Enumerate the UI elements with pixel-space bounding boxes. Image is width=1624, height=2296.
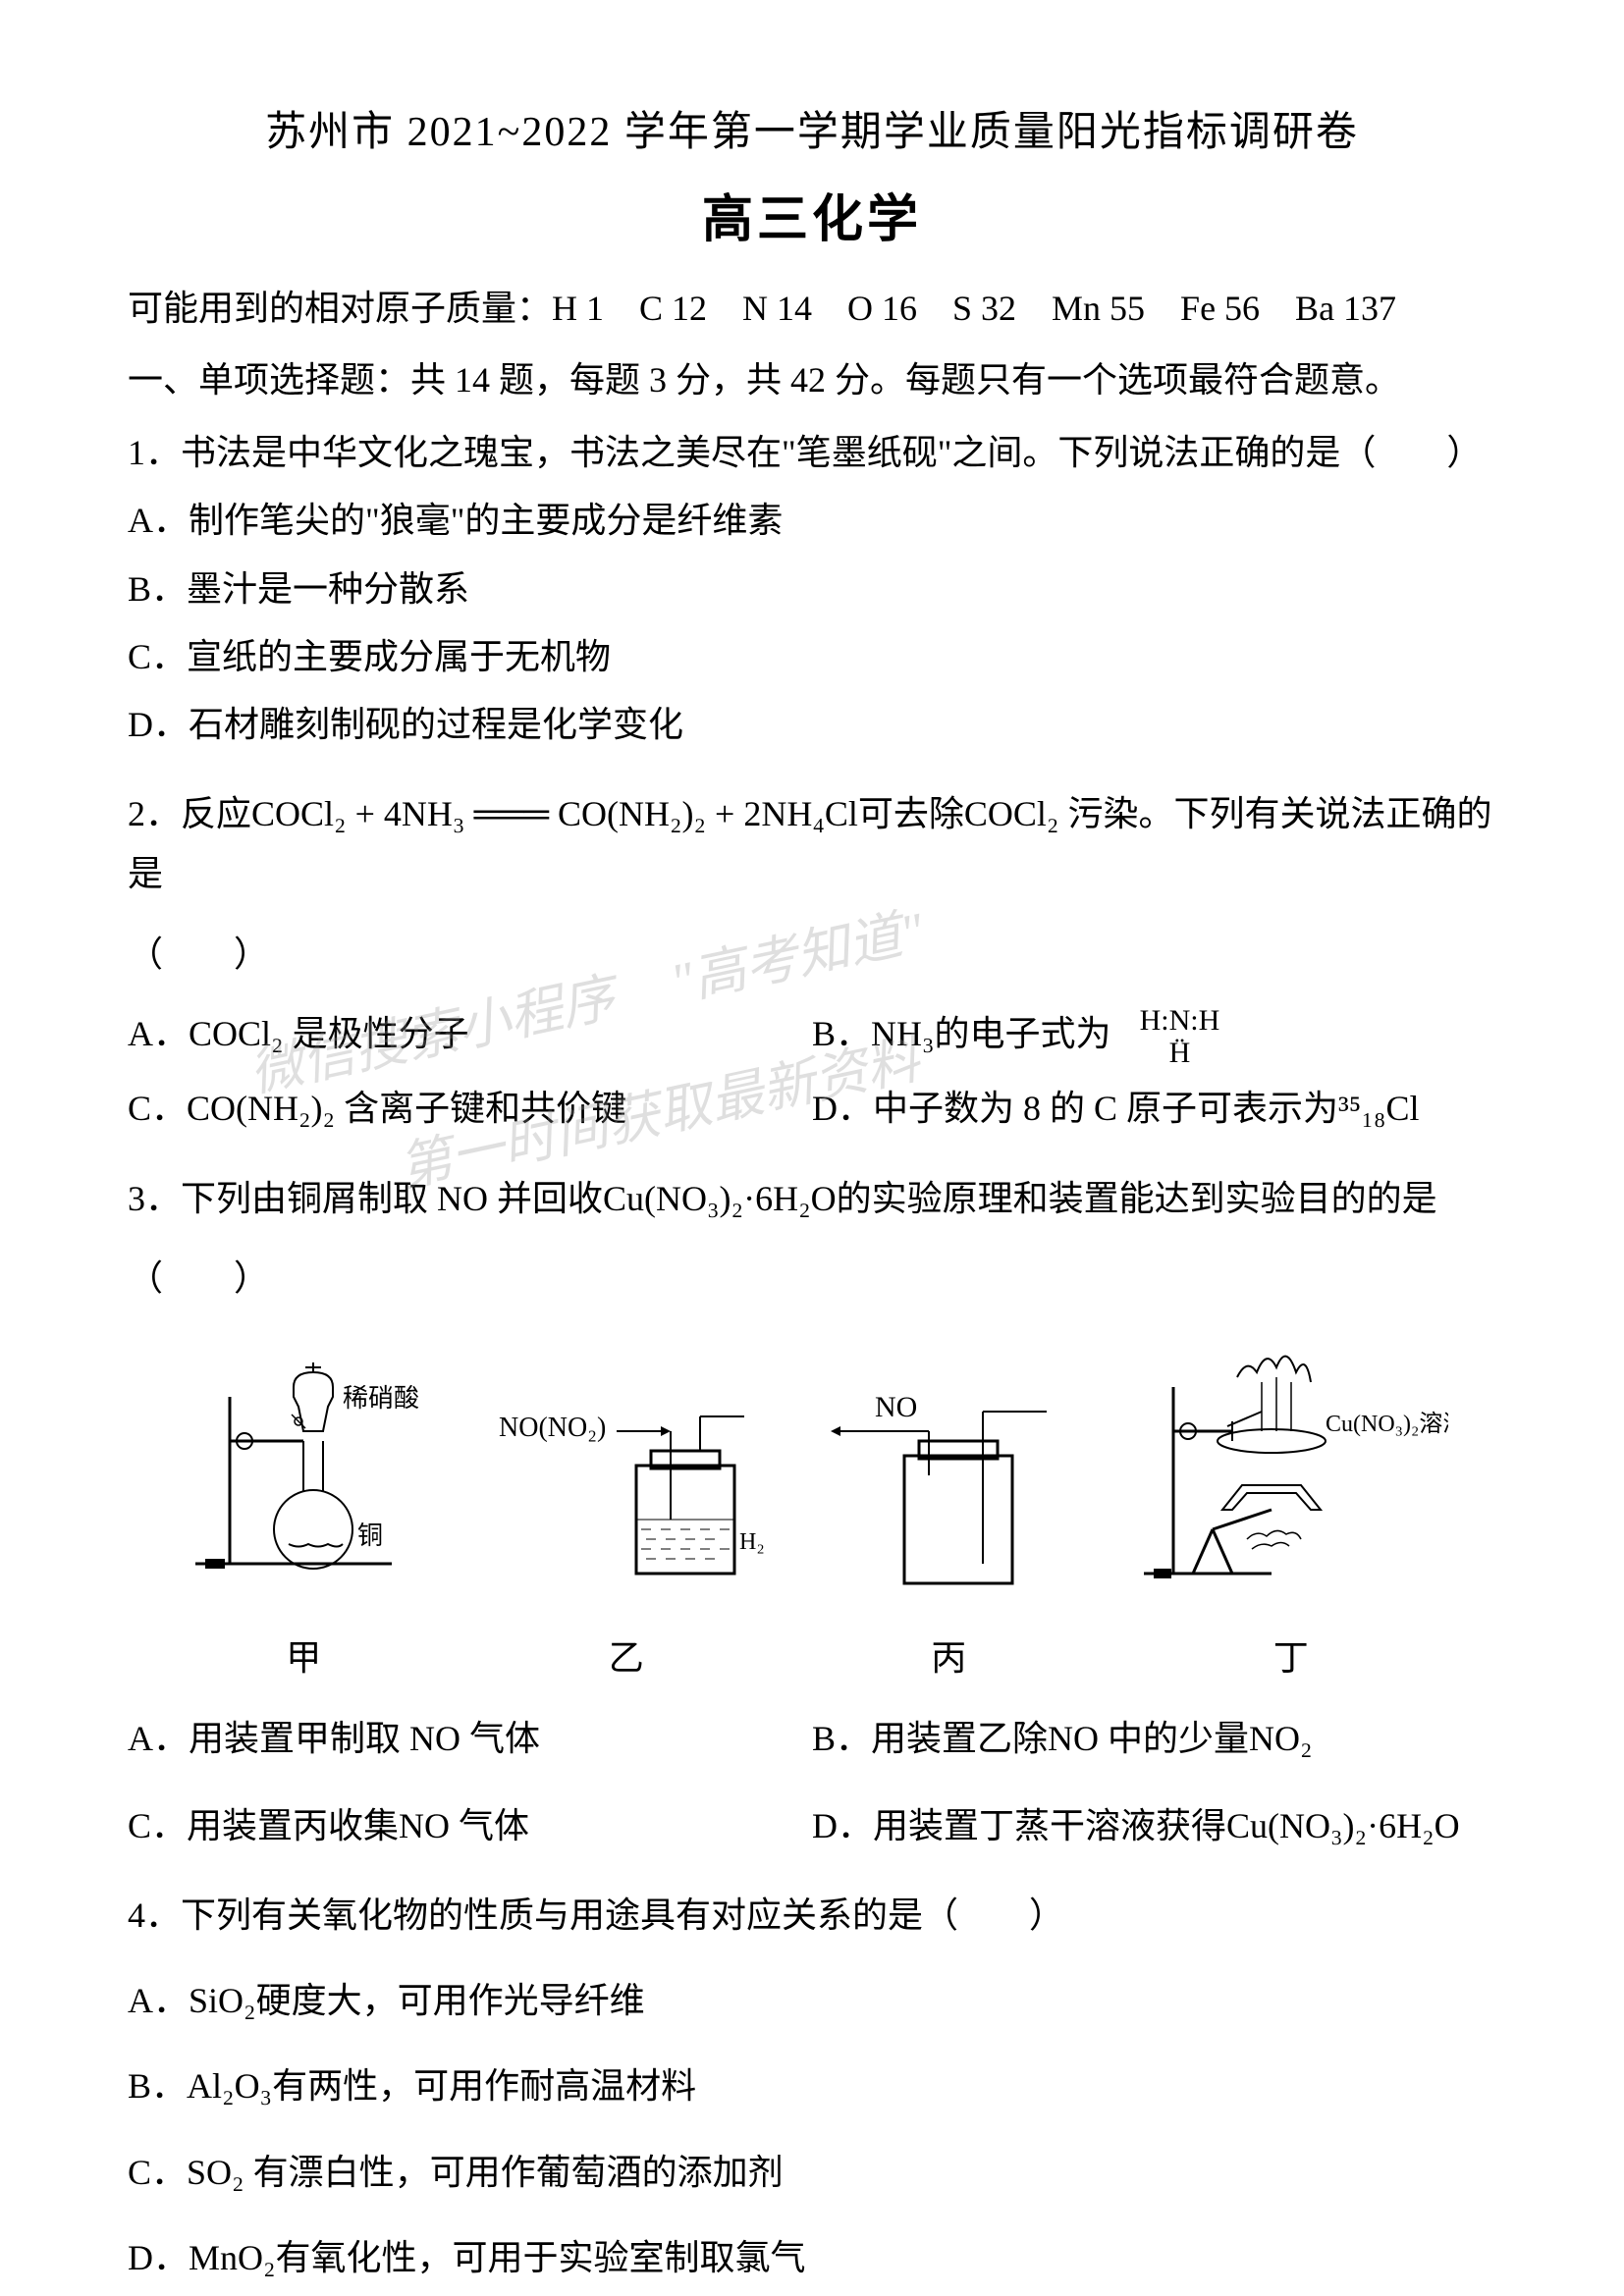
- q4-option-d: D．MnO₂有氧化性，可用于实验室制取氯气: [128, 2228, 1496, 2288]
- q4-option-b: B．Al₂O₃有两性，可用作耐高温材料: [128, 2056, 1496, 2116]
- label-dilute-acid: 稀硝酸: [343, 1384, 419, 1413]
- q2-formula-top: H:N:H: [1140, 1004, 1220, 1037]
- q3-option-b: B．用装置乙除NO 中的少量NO₂: [812, 1709, 1496, 1769]
- question-3: 3．下列由铜屑制取 NO 并回收Cu(NO₃)₂·6H₂O的实验原理和装置能达到…: [128, 1169, 1496, 1856]
- q1-option-a: A．制作笔尖的"狼毫"的主要成分是纤维素: [128, 491, 1496, 551]
- q4-option-c: C．SO₂ 有漂白性，可用作葡萄酒的添加剂: [128, 2143, 1496, 2203]
- diagram-ding-label: 丁: [1134, 1629, 1448, 1688]
- section-1-header: 一、单项选择题：共 14 题，每题 3 分，共 42 分。每题只有一个选项最符合…: [128, 352, 1496, 409]
- label-no-no2: NO(NO₂): [499, 1413, 606, 1443]
- page-title-sub: 高三化学: [128, 178, 1496, 251]
- q1-option-d: D．石材雕刻制砚的过程是化学变化: [128, 695, 1496, 755]
- q1-option-b: B．墨汁是一种分散系: [128, 560, 1496, 619]
- q2-optb-prefix: B．NH₃的电子式为: [812, 1014, 1111, 1053]
- diagram-bing-label: 丙: [821, 1629, 1076, 1688]
- atomic-mass-values: H 1 C 12 N 14 O 16 S 32 Mn 55 Fe 56 Ba 1…: [552, 289, 1396, 328]
- q2-option-d: D．中子数为 8 的 C 原子可表示为³⁵₁₈Cl: [812, 1079, 1496, 1139]
- q2-option-a: A．COCl₂ 是极性分子: [128, 1004, 812, 1070]
- q3-paren: （ ）: [128, 1249, 1496, 1308]
- label-no: NO: [875, 1391, 917, 1423]
- q2-electron-formula: H:N:H Ḧ: [1140, 1004, 1220, 1069]
- diagram-yi-label: 乙: [489, 1629, 764, 1688]
- diagram-yi: NO(NO₂) H₂O: [489, 1377, 764, 1689]
- q3-option-d: D．用装置丁蒸干溶液获得Cu(NO₃)₂·6H₂O: [812, 1796, 1496, 1856]
- question-4: 4．下列有关氧化物的性质与用途具有对应关系的是（ ） A．SiO₂硬度大，可用作…: [128, 1886, 1496, 2288]
- atomic-mass-info: 可能用到的相对原子质量：H 1 C 12 N 14 O 16 S 32 Mn 5…: [128, 281, 1496, 338]
- q2-stem-formula: COCl₂ + 4NH₃ ═══ CO(NH₂)₂ + 2NH₄Cl: [251, 794, 858, 833]
- q1-stem: 1．书法是中华文化之瑰宝，书法之美尽在"笔墨纸砚"之间。下列说法正确的是（ ）: [128, 423, 1496, 483]
- apparatus-bing-svg: NO: [821, 1377, 1076, 1593]
- label-copper: 铜: [357, 1522, 383, 1550]
- apparatus-ding-svg: Cu(NO₃)₂溶液: [1134, 1338, 1448, 1593]
- label-cuno3-solution: Cu(NO₃)₂溶液: [1326, 1411, 1448, 1437]
- q2-formula-bot: Ḧ: [1169, 1037, 1191, 1069]
- question-2: 2．反应COCl₂ + 4NH₃ ═══ CO(NH₂)₂ + 2NH₄Cl可去…: [128, 784, 1496, 1139]
- q2-stem: 2．反应COCl₂ + 4NH₃ ═══ CO(NH₂)₂ + 2NH₄Cl可去…: [128, 784, 1496, 904]
- q2-stem-prefix: 2．反应: [128, 794, 251, 833]
- q2-option-b: B．NH₃的电子式为 H:N:H Ḧ: [812, 1004, 1496, 1070]
- diagram-jia-label: 甲: [176, 1629, 431, 1688]
- q2-paren: （ ）: [128, 925, 1496, 985]
- atomic-mass-prefix: 可能用到的相对原子质量：: [128, 289, 552, 328]
- apparatus-yi-svg: NO(NO₂) H₂O: [489, 1377, 764, 1593]
- q4-option-a: A．SiO₂硬度大，可用作光导纤维: [128, 1971, 1496, 2031]
- q3-option-a: A．用装置甲制取 NO 气体: [128, 1709, 812, 1769]
- question-1: 1．书法是中华文化之瑰宝，书法之美尽在"笔墨纸砚"之间。下列说法正确的是（ ） …: [128, 423, 1496, 755]
- q2-option-c: C．CO(NH₂)₂ 含离子键和共价键: [128, 1079, 812, 1139]
- page-title-main: 苏州市 2021~2022 学年第一学期学业质量阳光指标调研卷: [128, 98, 1496, 158]
- diagram-ding: Cu(NO₃)₂溶液 丁: [1134, 1338, 1448, 1689]
- q4-stem: 4．下列有关氧化物的性质与用途具有对应关系的是（ ）: [128, 1886, 1496, 1946]
- apparatus-jia-svg: 稀硝酸 铜: [176, 1338, 431, 1593]
- diagram-jia: 稀硝酸 铜 甲: [176, 1338, 431, 1689]
- q3-diagram-row: 稀硝酸 铜 甲 NO(NO₂): [128, 1338, 1496, 1689]
- q1-option-c: C．宣纸的主要成分属于无机物: [128, 627, 1496, 687]
- label-h2o: H₂O: [739, 1529, 764, 1555]
- q3-option-c: C．用装置丙收集NO 气体: [128, 1796, 812, 1856]
- q3-stem: 3．下列由铜屑制取 NO 并回收Cu(NO₃)₂·6H₂O的实验原理和装置能达到…: [128, 1169, 1496, 1229]
- diagram-bing: NO 丙: [821, 1377, 1076, 1689]
